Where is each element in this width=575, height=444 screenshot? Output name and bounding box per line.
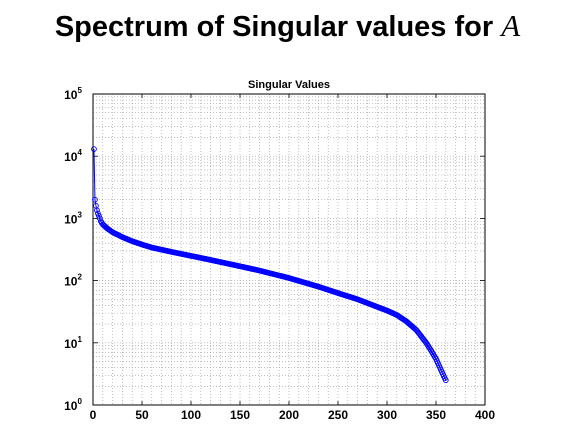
y-tick-label: 101	[64, 335, 82, 351]
x-tick-label: 50	[135, 408, 149, 422]
plot-frame	[92, 93, 486, 406]
y-tick-label: 103	[64, 210, 82, 226]
data-point	[91, 146, 97, 152]
x-tick-label: 0	[90, 408, 97, 422]
y-tick-label: 100	[64, 397, 82, 413]
y-tick-label: 105	[64, 86, 82, 102]
y-tick-label: 104	[64, 148, 82, 164]
x-tick-label: 300	[377, 408, 397, 422]
slide-title-variable: A	[501, 8, 521, 43]
x-tick-label: 250	[328, 408, 348, 422]
slide-title-text: Spectrum of Singular values for	[54, 11, 494, 43]
x-tick-label: 100	[181, 408, 201, 422]
x-tick-label: 350	[426, 408, 446, 422]
slide-title: Spectrum of Singular values for A	[0, 8, 575, 44]
data-point	[442, 377, 449, 384]
y-tick-label: 102	[64, 273, 82, 289]
x-tick-label: 200	[279, 408, 299, 422]
data-point	[96, 212, 102, 219]
plot-title: Singular Values	[248, 79, 330, 91]
data-point	[94, 207, 100, 214]
data-point	[92, 196, 98, 203]
x-tick-label: 150	[230, 408, 250, 422]
x-tick-label: 400	[475, 408, 495, 422]
